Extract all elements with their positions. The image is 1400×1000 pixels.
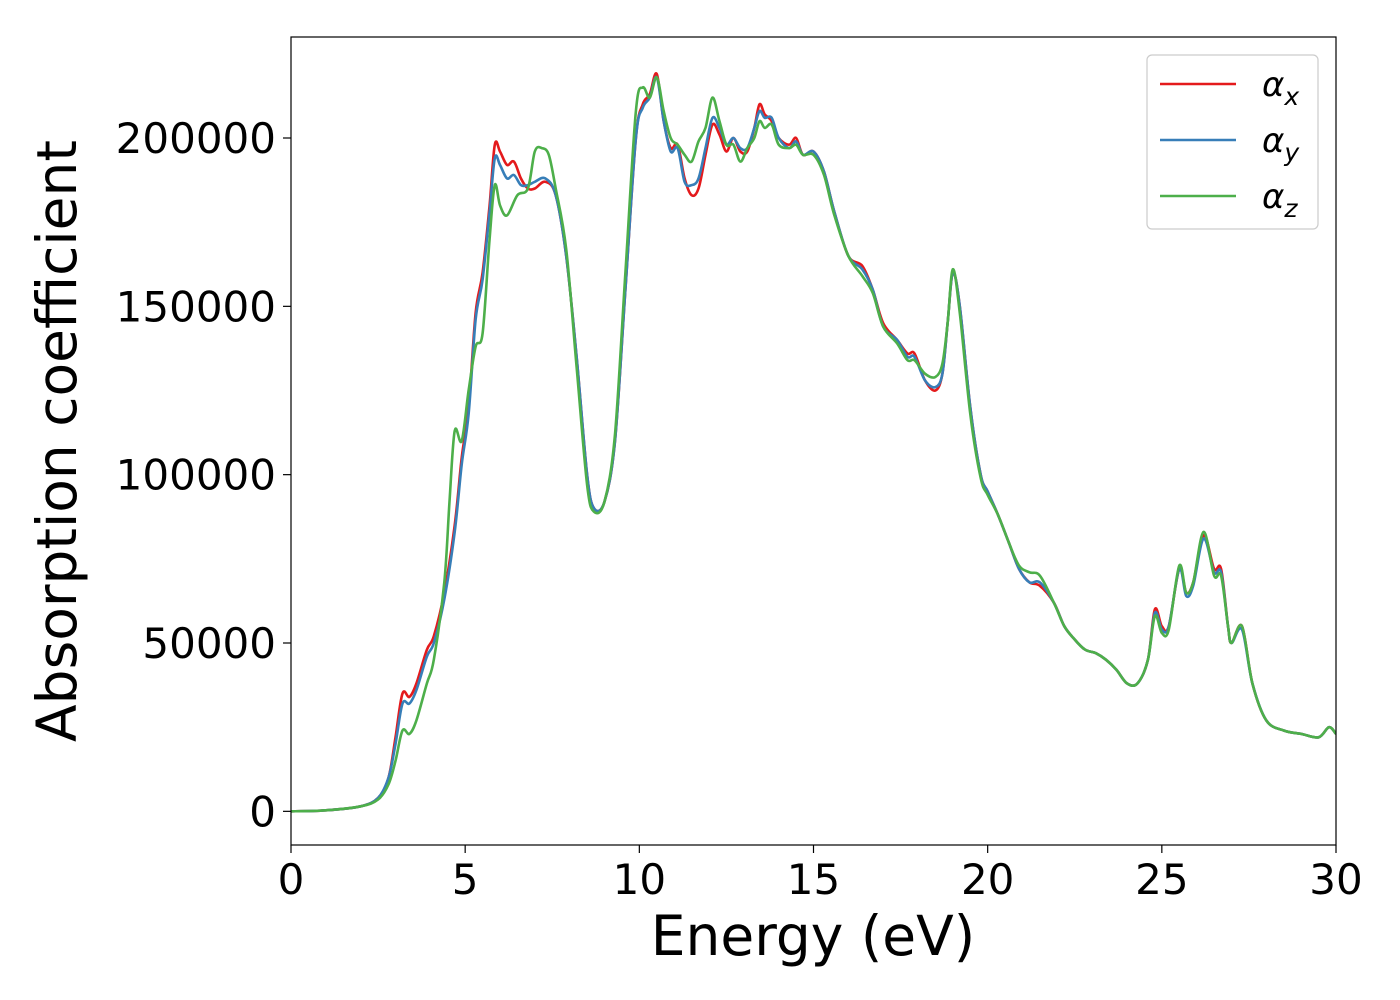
legend-label-x: αx <box>1262 65 1299 111</box>
y-tick-label-3: 150000 <box>116 282 276 331</box>
x-tick-label-4: 20 <box>961 855 1014 904</box>
x-axis-title: Energy (eV) <box>651 904 975 968</box>
x-tick-label-5: 25 <box>1135 855 1188 904</box>
y-axis-ticks: 0 50000 100000 150000 200000 <box>116 114 291 836</box>
y-tick-label-2: 100000 <box>116 451 276 500</box>
x-tick-label-1: 5 <box>452 855 479 904</box>
x-tick-label-2: 10 <box>613 855 666 904</box>
x-axis-ticks: 0 5 10 15 20 25 30 <box>278 845 1363 904</box>
series-layer <box>291 72 1336 813</box>
x-tick-label-6: 30 <box>1309 855 1362 904</box>
legend-label-z: αz <box>1262 177 1298 223</box>
series-line-alpha-z <box>291 76 1336 813</box>
x-tick-label-3: 15 <box>787 855 840 904</box>
legend-label-y: αy <box>1262 121 1300 167</box>
legend: αx αy αz <box>1146 54 1319 230</box>
y-tick-label-1: 50000 <box>142 619 276 668</box>
legend-frame <box>1146 54 1319 230</box>
y-tick-label-4: 200000 <box>116 114 276 163</box>
y-tick-label-0: 0 <box>249 787 276 836</box>
y-axis-title: Absorption coefficient <box>25 140 89 742</box>
x-tick-label-0: 0 <box>278 855 305 904</box>
